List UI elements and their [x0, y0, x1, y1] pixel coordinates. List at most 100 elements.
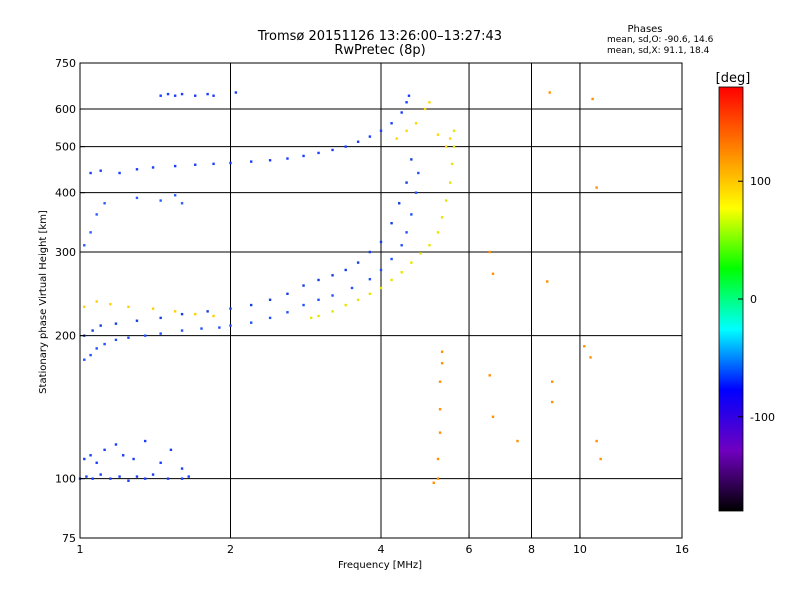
x-tick-label: 1	[77, 543, 84, 556]
data-point	[159, 461, 162, 464]
data-point	[302, 303, 305, 307]
data-point	[400, 271, 403, 274]
y-tick-label: 600	[55, 103, 76, 116]
data-point	[410, 213, 413, 216]
data-point	[83, 457, 86, 461]
data-point	[89, 454, 92, 457]
data-point	[212, 314, 215, 318]
data-point	[410, 261, 413, 264]
data-point	[180, 467, 184, 470]
data-point	[286, 311, 289, 314]
data-point	[194, 312, 197, 316]
data-point	[132, 457, 135, 461]
data-point	[127, 336, 130, 339]
data-point	[344, 268, 347, 272]
data-point	[249, 321, 253, 324]
data-point	[414, 191, 418, 194]
chart-subtitle: RwPretec (8p)	[334, 43, 425, 58]
y-tick-label: 500	[55, 141, 76, 154]
data-point	[436, 231, 440, 234]
data-point	[438, 408, 442, 411]
legend-line-o: mean, sd,O: -90.6, 14.6	[607, 35, 714, 45]
data-point	[331, 294, 334, 297]
data-point	[448, 181, 452, 184]
data-point	[344, 145, 347, 148]
data-point	[194, 94, 197, 97]
data-point	[550, 400, 554, 404]
data-point	[118, 475, 121, 478]
data-point	[83, 358, 86, 361]
data-point	[109, 477, 112, 480]
data-point	[414, 122, 418, 125]
data-point	[452, 145, 456, 148]
data-point	[95, 300, 98, 303]
data-point	[405, 231, 408, 234]
legend-heading: Phases	[627, 24, 662, 35]
data-point	[436, 457, 440, 461]
y-tick-label: 100	[55, 473, 76, 486]
data-point	[159, 332, 162, 335]
data-point	[302, 154, 305, 158]
data-point	[268, 316, 272, 320]
data-point	[89, 231, 92, 234]
y-tick-label: 200	[55, 330, 76, 343]
data-point	[212, 162, 215, 166]
data-point	[390, 221, 393, 225]
data-point	[405, 129, 408, 132]
colorbar-tick-label: -100	[750, 411, 775, 424]
data-point	[331, 310, 334, 313]
data-point	[395, 137, 398, 140]
data-point	[212, 94, 215, 97]
data-point	[428, 101, 431, 104]
x-tick-label: 6	[466, 543, 473, 556]
data-point	[438, 431, 442, 434]
data-point	[103, 202, 106, 205]
x-tick-label: 10	[573, 543, 587, 556]
data-point	[95, 461, 98, 464]
data-point	[410, 158, 413, 161]
data-point	[114, 322, 118, 325]
data-point	[589, 356, 592, 359]
data-point	[405, 181, 408, 184]
data-point	[379, 129, 383, 132]
data-point	[151, 166, 155, 169]
data-point	[135, 196, 139, 200]
x-tick-label: 4	[378, 543, 385, 556]
data-point	[173, 94, 177, 97]
data-point	[166, 477, 170, 480]
data-point	[173, 164, 177, 168]
data-point	[103, 448, 106, 452]
data-point	[187, 475, 190, 478]
data-point	[159, 316, 162, 320]
data-point	[400, 111, 403, 114]
data-point	[114, 443, 118, 446]
data-point	[143, 334, 147, 337]
data-point	[83, 244, 86, 247]
data-point	[591, 97, 594, 101]
data-point	[151, 473, 155, 476]
data-point	[317, 298, 320, 301]
x-tick-label: 8	[528, 543, 535, 556]
data-point	[194, 163, 197, 166]
data-point	[317, 151, 320, 155]
data-point	[234, 91, 238, 94]
data-point	[268, 298, 272, 301]
colorbar-tick-label: 100	[750, 175, 771, 188]
data-point	[368, 292, 372, 296]
data-point	[440, 216, 444, 219]
data-point	[143, 439, 147, 443]
data-point	[173, 194, 177, 197]
data-point	[450, 162, 454, 166]
y-tick-label: 750	[55, 57, 76, 70]
data-point	[103, 342, 106, 346]
data-point	[109, 302, 112, 306]
data-point	[99, 324, 102, 327]
colorbar-tick-label: 0	[750, 293, 757, 306]
data-point	[127, 305, 130, 309]
data-point	[546, 280, 549, 283]
data-point	[407, 94, 411, 97]
data-point	[121, 454, 125, 457]
data-point	[95, 213, 98, 216]
data-point	[302, 284, 305, 287]
